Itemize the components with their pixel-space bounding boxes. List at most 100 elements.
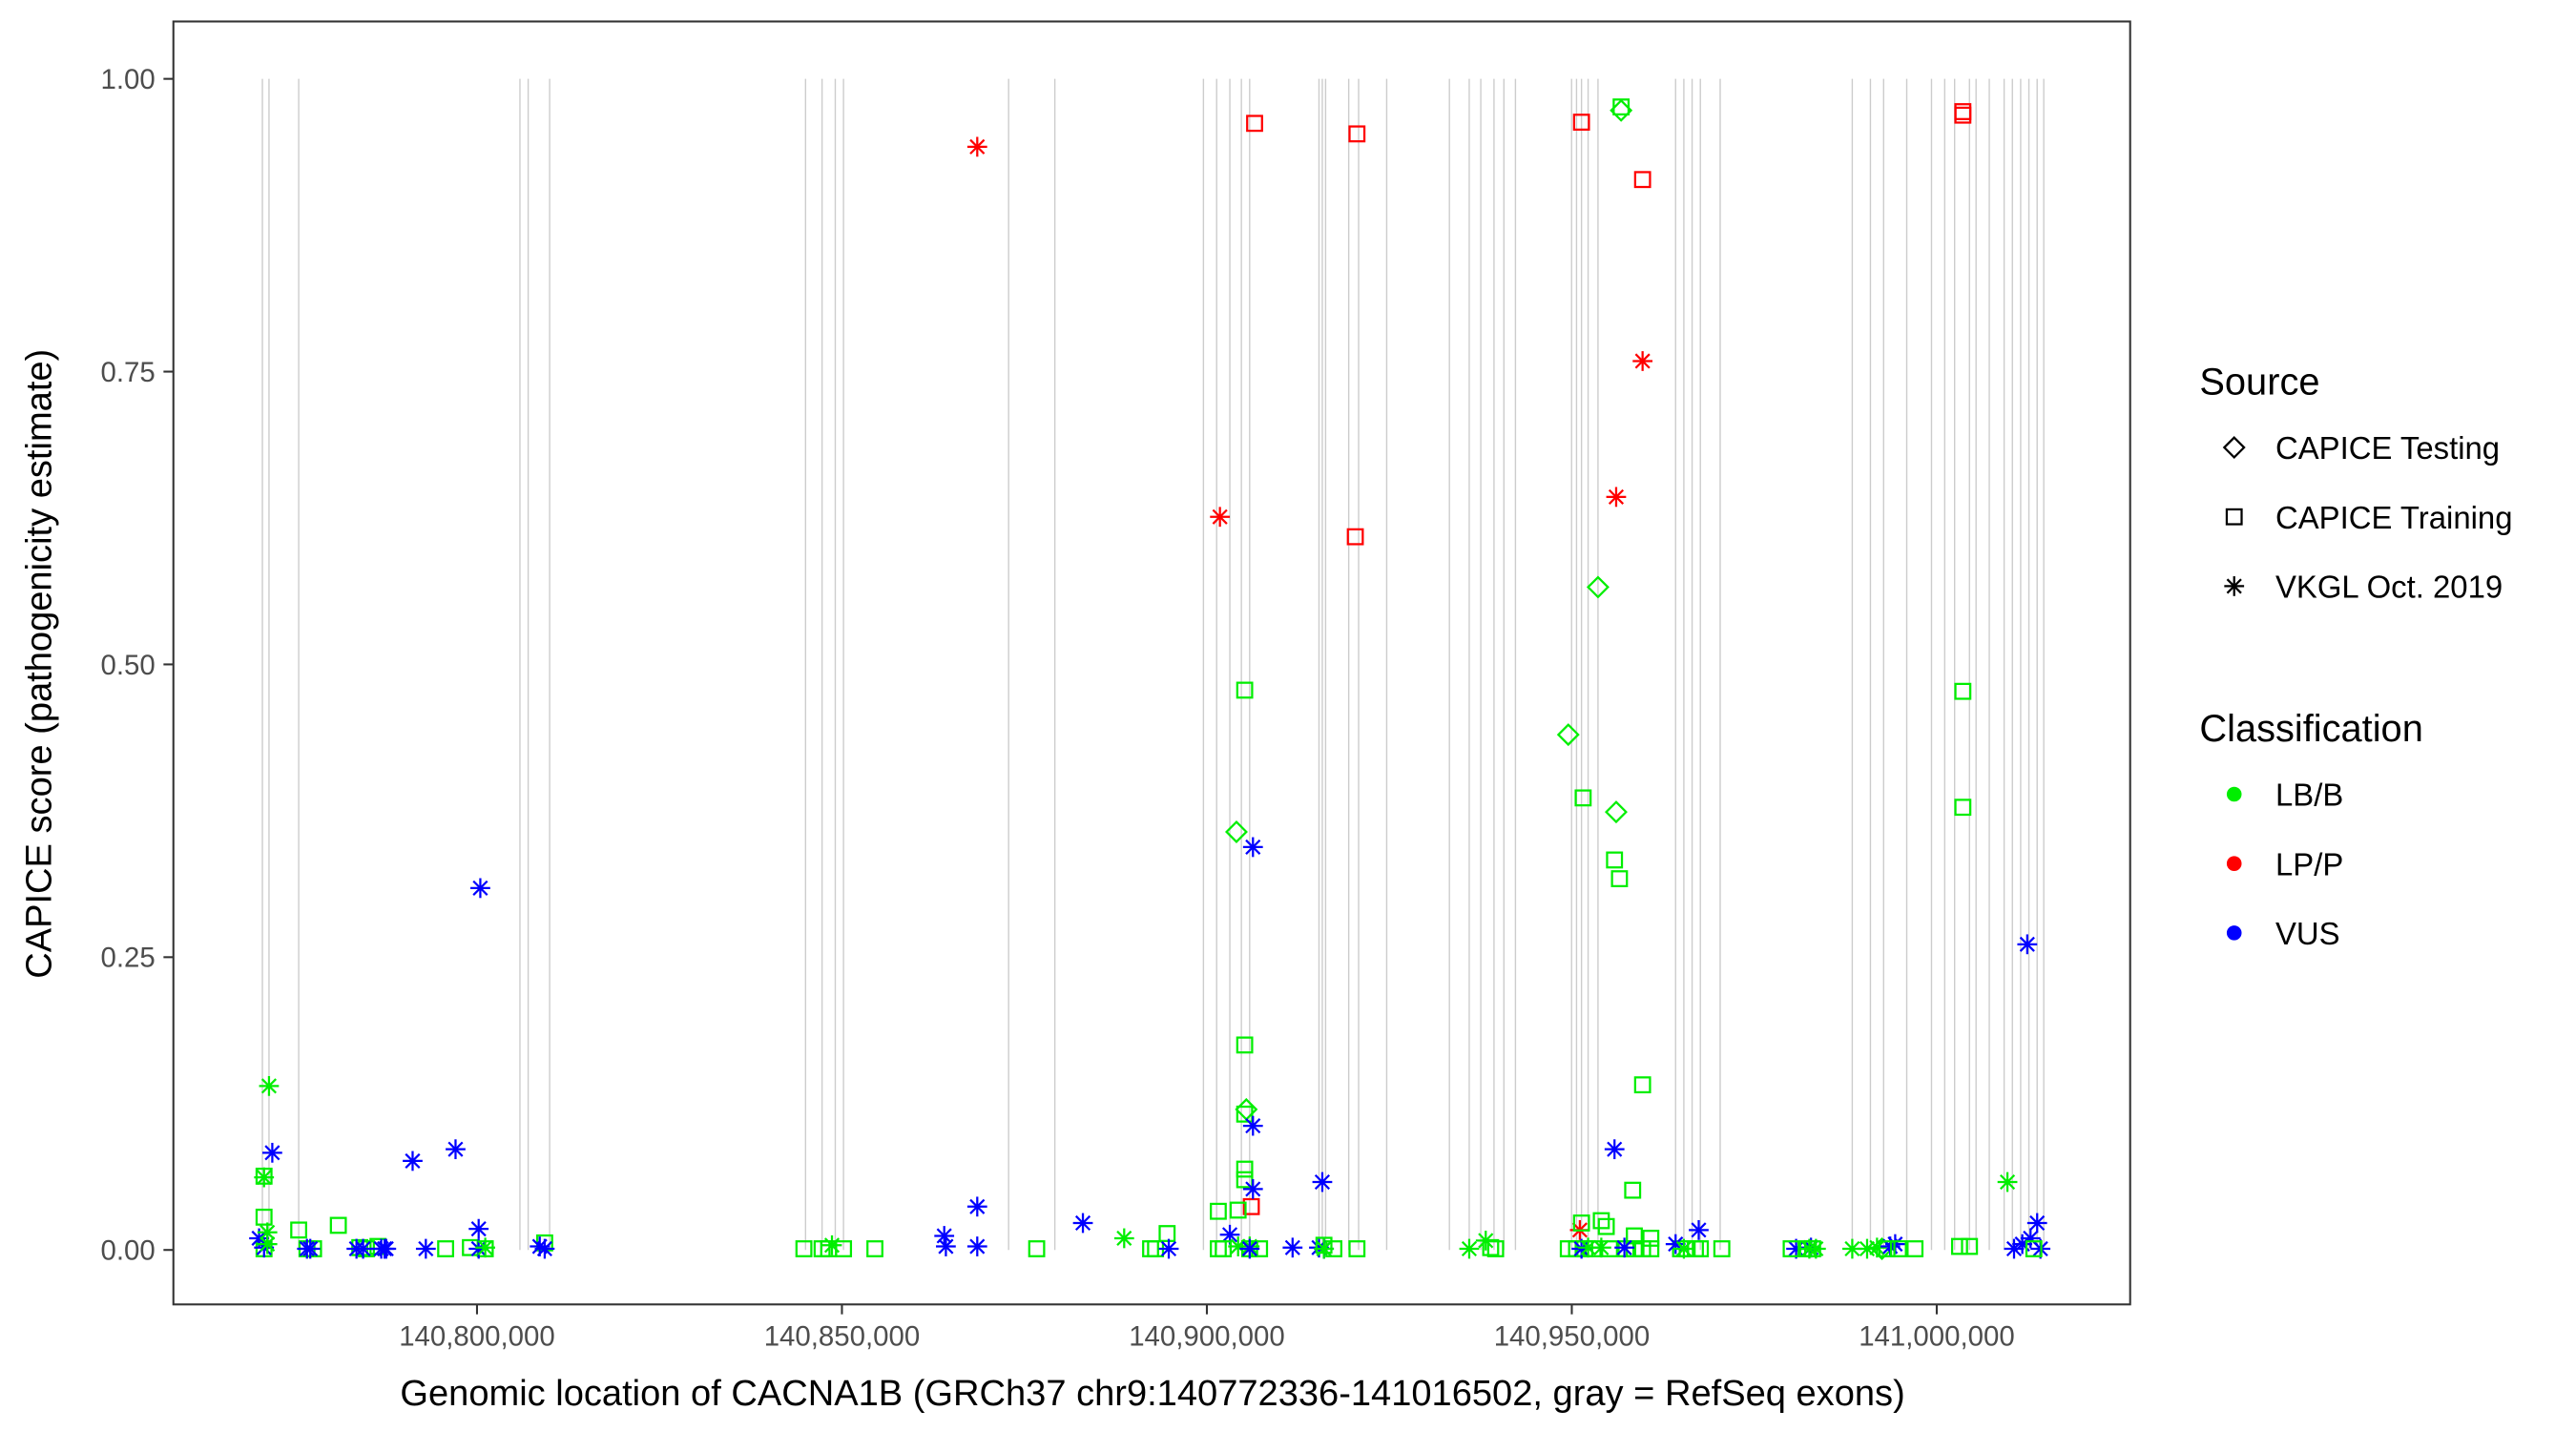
data-point [1612,98,1631,116]
data-point [1606,851,1624,869]
data-point [2004,1238,2025,1259]
data-point [403,1151,423,1172]
data-point [1626,1227,1643,1245]
data-point [835,1240,853,1257]
data-point [1624,1181,1642,1199]
data-point [1954,798,1972,817]
data-point [966,136,987,157]
data-point [1633,171,1652,189]
data-point [1842,1238,1862,1259]
data-point [1348,1240,1366,1257]
data-point [934,1226,955,1246]
data-point [1642,1230,1660,1247]
data-point [415,1238,436,1259]
data-point [1713,1240,1731,1257]
data-point [1572,1214,1590,1232]
data-point [437,1240,455,1257]
legend-source-label: VKGL Oct. 2019 [2275,570,2503,605]
x-tick-label: 140,900,000 [1129,1321,1285,1353]
legend-asterisk-icon [2224,576,2245,596]
data-point [1282,1237,1303,1258]
data-point [1072,1213,1093,1234]
legend-source-label: CAPICE Testing [2275,430,2500,466]
x-tick-label: 140,950,000 [1494,1321,1651,1353]
data-point [1586,575,1610,599]
data-point [534,1238,555,1259]
y-tick-label: 0.75 [100,357,155,388]
data-point [1242,1115,1263,1136]
data-point [1242,1197,1260,1215]
data-point [255,1208,273,1226]
data-point [1246,114,1263,133]
data-point [966,1236,987,1256]
y-axis-title: CAPICE score (pathogenicity estimate) [20,349,60,979]
y-tick-label: 0.50 [100,650,155,681]
data-point [1210,507,1231,528]
data-point [936,1236,956,1256]
data-point [1604,800,1628,824]
data-point [1954,682,1972,700]
data-point [376,1238,397,1259]
x-tick-label: 140,850,000 [764,1321,921,1353]
data-point [1346,528,1364,546]
data-point [1604,1139,1625,1160]
data-point [1961,1237,1979,1255]
data-point [1312,1172,1333,1192]
legend-color-dot-icon [2226,786,2242,802]
legend-classification-label: LB/B [2275,778,2343,813]
data-point [470,878,490,899]
data-point [1482,1238,1500,1256]
y-tick-label: 0.00 [100,1235,155,1267]
data-point [1597,1217,1615,1235]
data-point [1556,723,1580,747]
x-tick-label: 140,800,000 [399,1321,555,1353]
data-point [795,1240,813,1257]
data-point [2026,1213,2047,1234]
data-point [1614,1237,1635,1258]
data-point [1210,1202,1227,1220]
data-point [1242,1179,1263,1199]
data-point [1591,1237,1611,1258]
legend-classification-label: LP/P [2275,846,2343,881]
data-point [1642,1240,1660,1257]
data-point [1606,487,1627,508]
data-point [262,1142,282,1163]
data-point [1242,837,1263,858]
data-point [1633,1076,1652,1094]
data-point [259,1075,280,1096]
data-point [1459,1238,1480,1259]
data-point [290,1221,307,1239]
data-point [1219,1224,1240,1245]
data-points [249,98,2051,1260]
data-point [2017,934,2038,955]
data-point [1236,681,1254,699]
plot-panel-background [173,21,2130,1305]
data-point [1236,1036,1254,1054]
data-point [1997,1172,2018,1192]
x-tick-label: 141,000,000 [1859,1321,2015,1353]
legend-color-dot-icon [2226,925,2242,941]
data-point [1803,1240,1821,1257]
legend-classification-label: VUS [2275,916,2340,951]
data-point [1632,351,1653,371]
data-point [1239,1238,1260,1259]
data-point [2025,1240,2043,1257]
data-point [1229,1201,1247,1219]
y-axis: 0.00 0.25 0.50 0.75 1.00 [100,64,174,1267]
data-point [1673,1238,1694,1259]
data-point [1954,106,1972,124]
y-tick-label: 1.00 [100,64,155,95]
x-axis-title: Genomic location of CACNA1B (GRCh37 chr9… [400,1374,1904,1414]
data-point [866,1240,883,1257]
data-point [1574,789,1592,807]
data-point [1592,1212,1610,1230]
legend-source: Source CAPICE Testing CAPICE Training VKGL… [2199,362,2512,605]
legend-color-dot-icon [2226,856,2242,871]
data-point [1314,1238,1335,1259]
data-point [1889,1240,1907,1257]
data-point [1224,820,1248,843]
data-point [1158,1238,1179,1259]
data-point [1158,1225,1176,1242]
data-point [1878,1240,1896,1257]
